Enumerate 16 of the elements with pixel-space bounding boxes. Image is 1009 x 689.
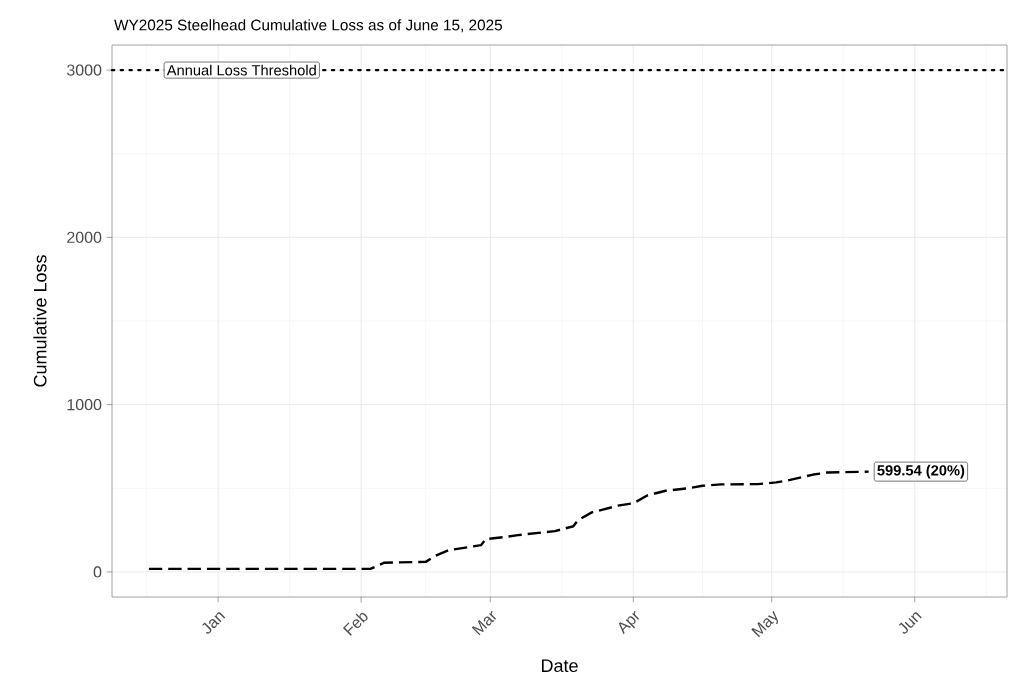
x-tick-label: Mar bbox=[471, 610, 497, 636]
ref-line-label: Annual Loss Threshold bbox=[166, 64, 316, 76]
x-tick-label: May bbox=[751, 610, 778, 638]
x-tick-label: Jan bbox=[202, 612, 226, 634]
x-tick-label: Apr bbox=[618, 610, 640, 635]
x-axis-title: Date bbox=[541, 659, 578, 673]
y-tick-label: 1000 bbox=[67, 398, 102, 411]
chart-title: WY2025 Steelhead Cumulative Loss as of June 15, 2025 bbox=[114, 19, 503, 33]
y-tick-label: 0 bbox=[93, 566, 102, 578]
x-tick-label: Jun bbox=[898, 612, 922, 634]
line-series bbox=[147, 470, 870, 571]
y-tick-label: 3000 bbox=[66, 64, 102, 76]
x-tick-label: Feb bbox=[342, 612, 368, 636]
y-axis-title: Cumulative Loss bbox=[33, 255, 47, 387]
y-tick-label: 2000 bbox=[67, 231, 102, 244]
annotation: 599.54 (20%) bbox=[877, 464, 965, 479]
